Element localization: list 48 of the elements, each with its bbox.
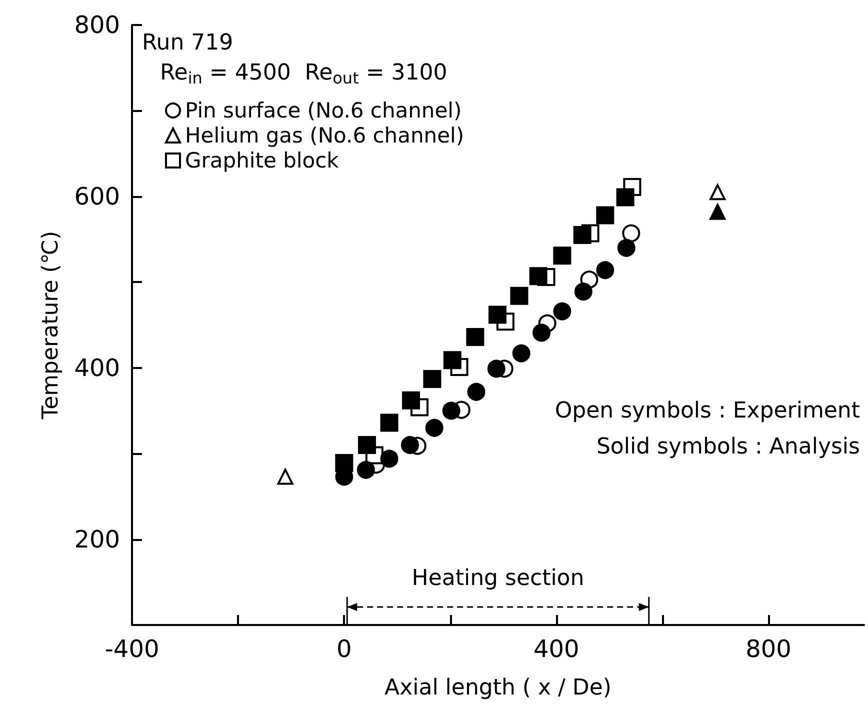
point [466,328,484,346]
legend-label: Graphite block [185,148,340,172]
point [443,351,462,370]
point [487,360,506,378]
x-tick-label: 400 [533,635,580,663]
point [356,460,375,479]
annotation: Solid symbols : Analysis [596,434,860,460]
annotation: Run 719 [142,30,234,56]
point [467,382,486,401]
point [510,286,528,305]
point [512,344,530,362]
point [710,184,726,200]
point [596,206,614,224]
point [380,450,398,468]
point [574,282,592,301]
point [532,324,550,342]
y-tick-label: 600 [74,182,120,210]
point [616,188,634,206]
point [573,226,592,244]
point [553,246,572,265]
point [442,402,460,420]
point [488,306,506,324]
point [622,224,640,242]
point [335,454,354,472]
point [710,204,726,220]
point [400,436,419,454]
point [423,370,442,388]
point [277,468,294,485]
y-tick-label: 200 [74,525,120,554]
x-tick-label: 800 [746,635,792,663]
x-tick-label: 0 [336,635,352,663]
point [529,267,548,286]
annotation: Heating section [412,566,584,591]
legend-label: Helium gas (No.6 channel) [185,124,464,148]
x-axis-title: Axial length ( x / De) [384,676,612,700]
point [402,391,420,410]
point [596,261,614,280]
point [617,238,636,257]
point [380,414,398,432]
point [358,436,376,454]
point [553,302,572,320]
x-tick-label: -400 [104,635,160,663]
point [425,418,444,437]
y-tick-label: 800 [74,11,120,39]
y-axis-title: Temperature (℃) [38,230,64,420]
y-tick-label: 400 [74,354,120,382]
legend-label: Pin surface (No.6 channel) [185,98,462,122]
annotation: Open symbols : Experiment [554,398,860,424]
